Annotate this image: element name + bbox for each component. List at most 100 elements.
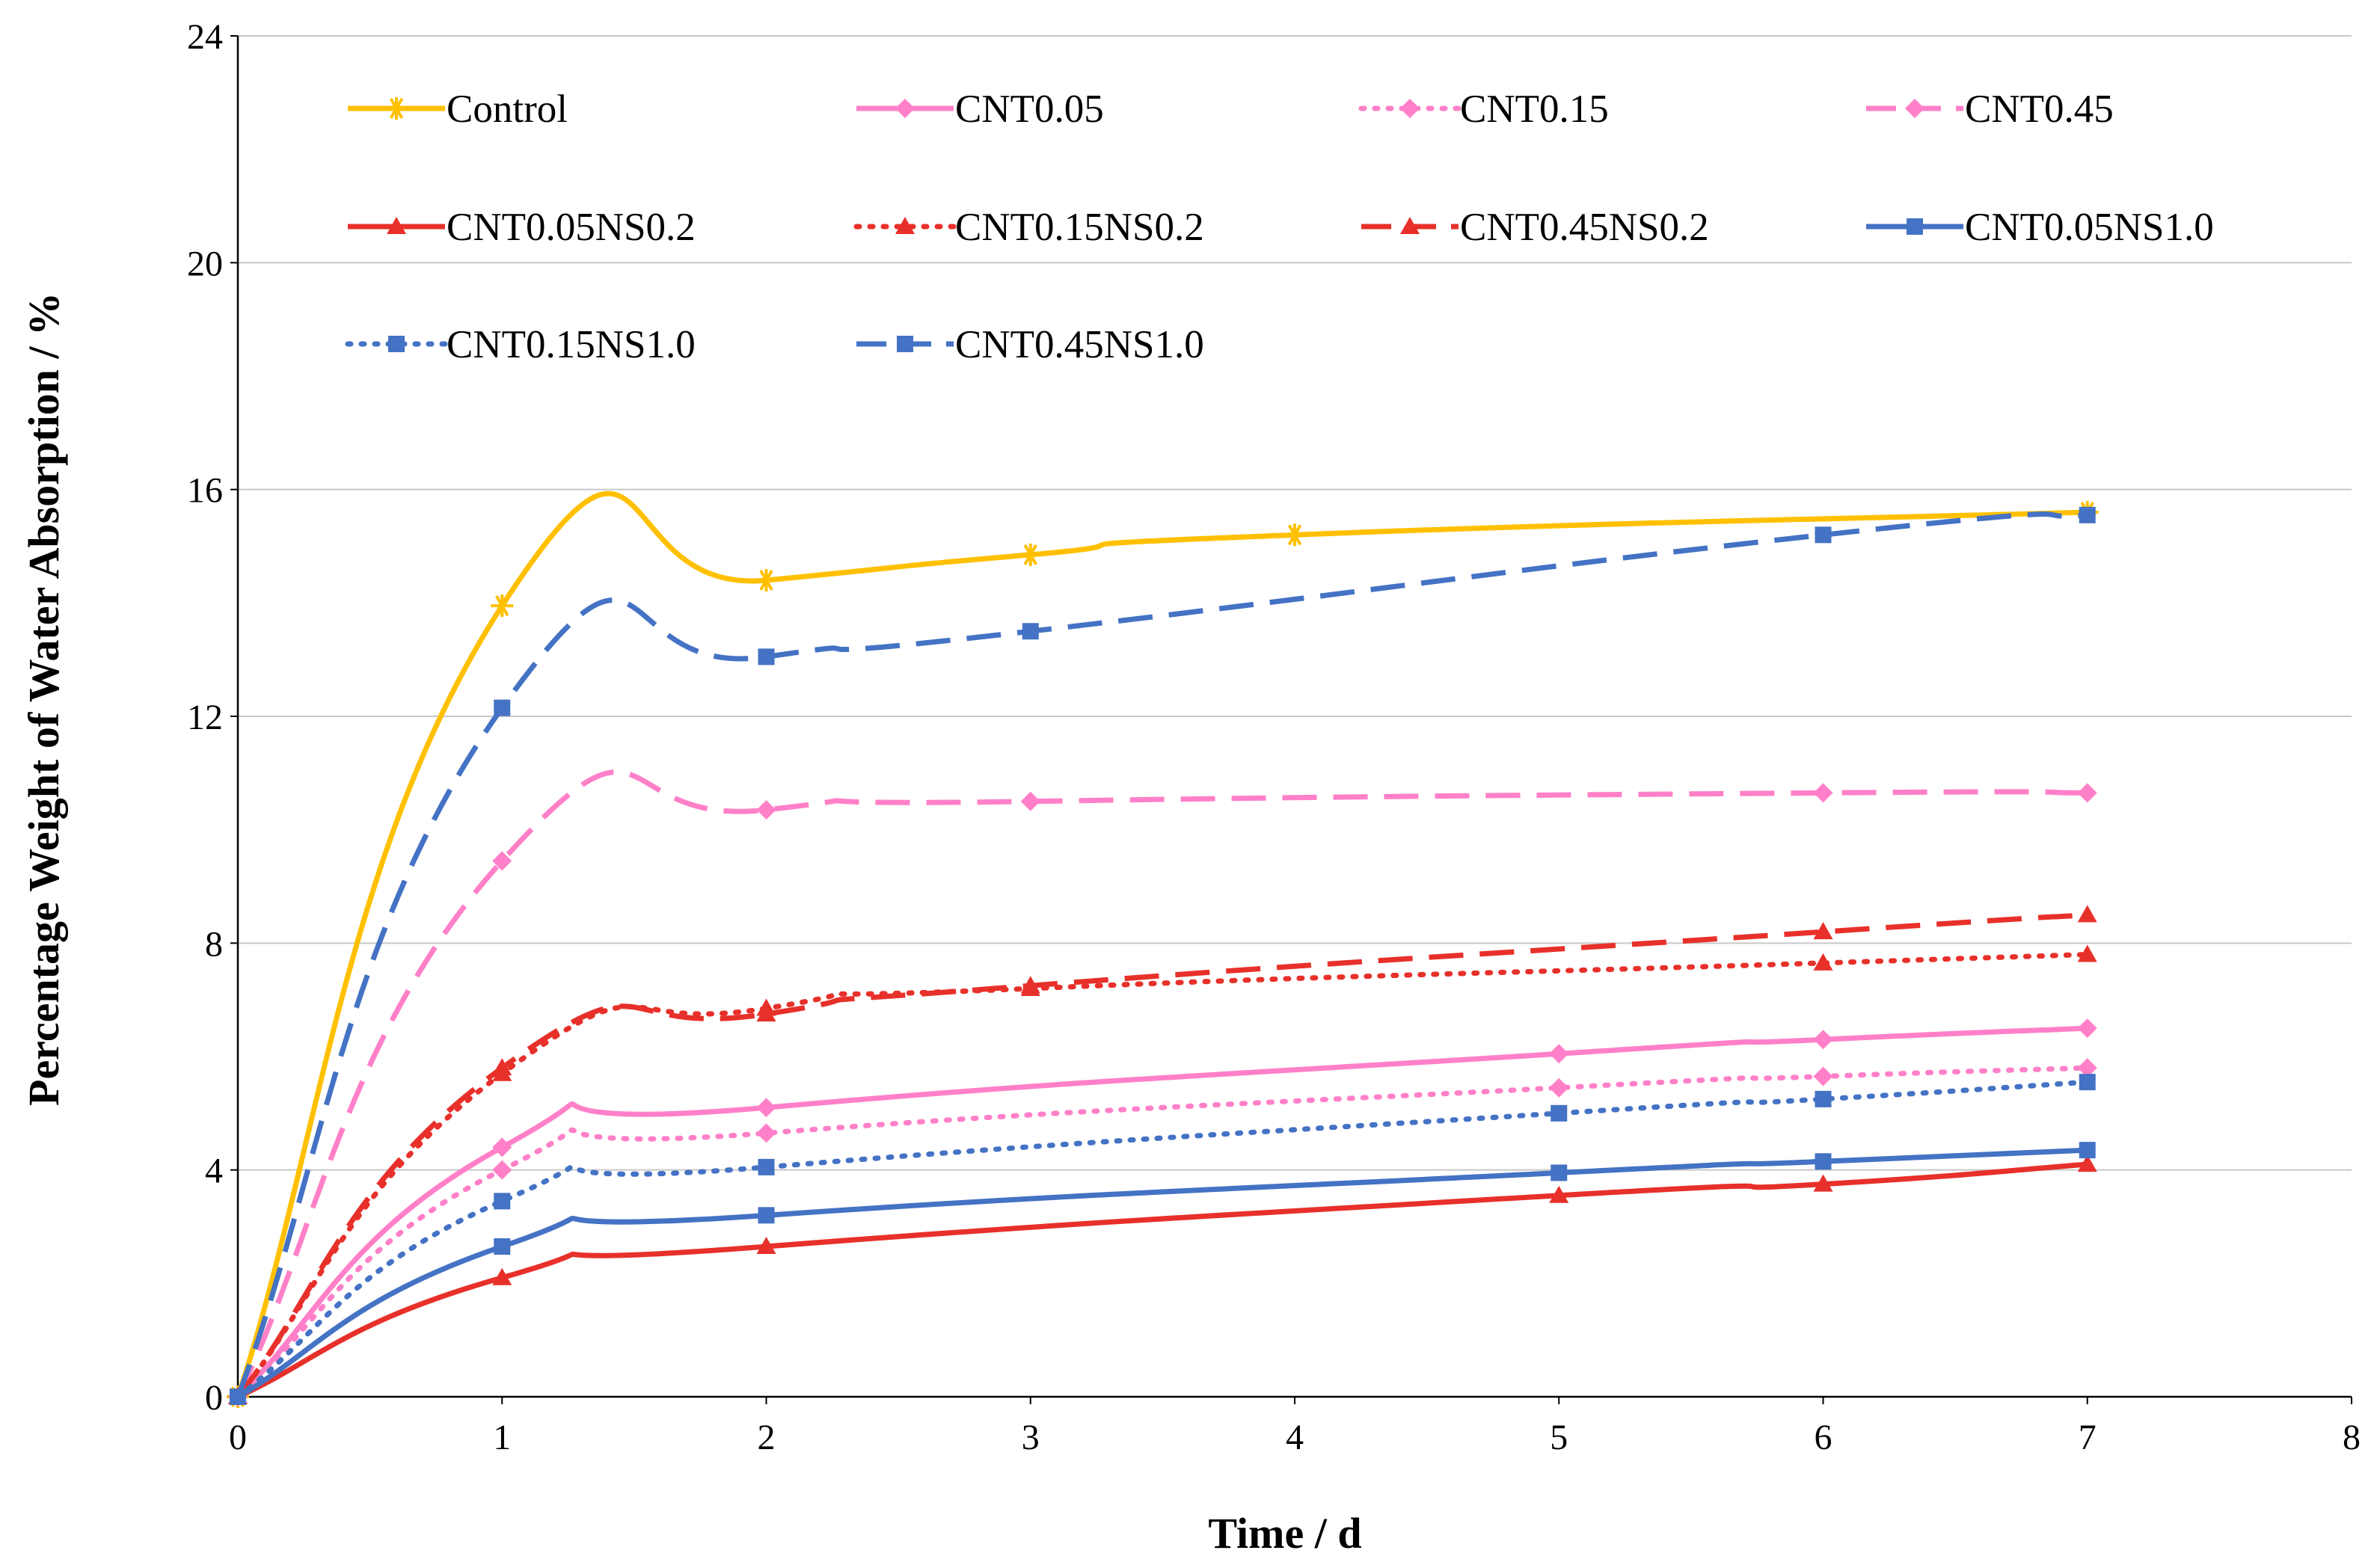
y-tick-label: 0 — [205, 1378, 223, 1418]
data-point — [1020, 791, 1040, 811]
data-point — [1283, 523, 1306, 547]
x-tick-label: 2 — [758, 1418, 776, 1457]
y-tick-label: 16 — [187, 471, 223, 511]
legend-swatch-marker — [1905, 99, 1924, 118]
y-tick-label: 12 — [187, 698, 223, 737]
series-layer — [227, 491, 2099, 1408]
y-tick-label: 24 — [187, 17, 223, 57]
data-point — [758, 1158, 775, 1175]
series-line — [236, 1161, 2088, 1400]
data-point — [1549, 1044, 1569, 1064]
x-tick-label: 3 — [1022, 1418, 1040, 1457]
data-point — [1815, 1153, 1832, 1170]
legend-label: CNT0.15 — [1460, 87, 1609, 131]
x-tick-label: 6 — [1815, 1418, 1832, 1457]
data-point — [1813, 1030, 1833, 1050]
legend-item: CNT0.15 — [1358, 87, 1609, 131]
series-cnt0-45ns1-0 — [230, 506, 2096, 1405]
legend-swatch-marker — [895, 99, 915, 118]
data-point — [494, 1238, 511, 1255]
legend: Control CNT0.05 CNT0.15 CNT0.45 CNT0.05NS0.2… — [345, 87, 2214, 366]
data-point — [494, 1193, 511, 1210]
x-tick-label: 4 — [1286, 1418, 1304, 1457]
data-point — [1549, 1185, 1569, 1203]
legend-item: CNT0.15NS0.2 — [853, 206, 1204, 249]
legend-swatch-marker — [387, 217, 406, 234]
legend-swatch-marker — [897, 336, 913, 352]
legend-swatch-marker — [1400, 99, 1420, 118]
y-tick-label: 4 — [205, 1152, 223, 1191]
data-point — [1813, 1174, 1833, 1192]
legend-label: Control — [447, 87, 568, 131]
data-point — [756, 1004, 776, 1022]
data-point — [492, 1160, 512, 1180]
data-point — [2077, 905, 2097, 923]
data-point — [1549, 1077, 1569, 1098]
x-tick-label: 7 — [2079, 1418, 2097, 1457]
series-line — [235, 511, 2088, 1398]
data-point — [2079, 506, 2096, 523]
data-point — [1019, 543, 1042, 566]
legend-label: CNT0.15NS0.2 — [955, 206, 1204, 249]
x-tick-label: 0 — [229, 1418, 247, 1457]
legend-label: CNT0.45NS1.0 — [955, 323, 1204, 366]
data-point — [2077, 783, 2097, 803]
y-tick-label: 8 — [205, 924, 223, 964]
data-point — [1551, 1104, 1568, 1122]
legend-item: CNT0.05NS0.2 — [348, 206, 696, 249]
data-point — [2079, 1142, 2096, 1159]
series-line — [235, 1079, 2091, 1400]
legend-label: CNT0.45NS0.2 — [1460, 206, 1709, 249]
legend-item: CNT0.45NS1.0 — [856, 323, 1204, 366]
legend-label: CNT0.45 — [1965, 87, 2114, 131]
data-point — [2077, 1018, 2097, 1039]
data-point — [758, 648, 775, 665]
legend-label: CNT0.05 — [955, 87, 1104, 131]
legend-item: CNT0.45 — [1866, 87, 2114, 131]
data-point — [494, 699, 511, 716]
series-cnt0-05ns0-2 — [228, 1155, 2097, 1404]
series-cnt0-15ns1-0 — [230, 1074, 2096, 1405]
data-point — [755, 569, 778, 591]
legend-swatch-marker — [895, 217, 915, 234]
legend-item: CNT0.05NS1.0 — [1866, 206, 2214, 249]
data-point — [1020, 976, 1040, 994]
series-line — [235, 769, 2088, 1398]
data-point — [1551, 1164, 1568, 1181]
legend-swatch-marker — [388, 336, 405, 352]
legend-label: CNT0.15NS1.0 — [447, 323, 696, 366]
data-point — [758, 1207, 775, 1224]
x-tick-label: 8 — [2343, 1418, 2361, 1457]
gridlines — [238, 35, 2352, 1171]
legend-item: Control — [348, 87, 568, 131]
legend-item: CNT0.45NS0.2 — [1361, 206, 1709, 249]
data-point — [756, 800, 776, 820]
series-line — [236, 911, 2088, 1399]
legend-item: CNT0.05 — [856, 87, 1104, 131]
series-line — [235, 491, 2088, 1398]
series-cnt0-05 — [228, 1018, 2097, 1406]
x-axis-title: Time / d — [1208, 1509, 1361, 1558]
data-point — [2077, 1058, 2097, 1078]
y-tick-label: 20 — [187, 244, 223, 283]
data-point — [492, 1137, 512, 1157]
data-point — [492, 1058, 512, 1076]
data-point — [1815, 1090, 1832, 1107]
data-point — [230, 1389, 246, 1405]
data-point — [756, 1123, 776, 1143]
axes — [230, 35, 2352, 1404]
data-point — [492, 1267, 512, 1285]
x-tick-label: 5 — [1550, 1418, 1568, 1457]
legend-swatch-marker — [1907, 218, 1923, 235]
legend-label: CNT0.05NS1.0 — [1965, 206, 2214, 249]
data-point — [2077, 1155, 2097, 1172]
series-cnt0-05ns1-0 — [230, 1142, 2096, 1405]
legend-label: CNT0.05NS0.2 — [447, 206, 696, 249]
x-tick-label: 1 — [493, 1418, 511, 1457]
data-point — [2079, 1074, 2096, 1091]
series-line — [235, 952, 2091, 1400]
legend-item: CNT0.15NS1.0 — [345, 323, 696, 366]
